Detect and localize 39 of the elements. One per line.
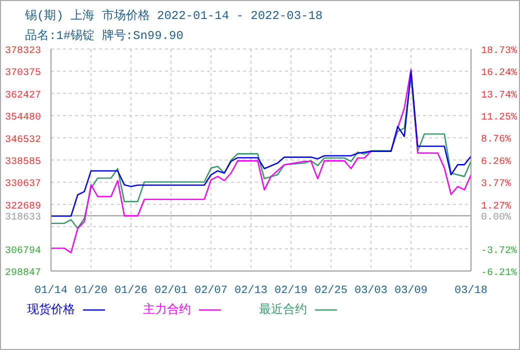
y2-tick-label: 1.27% <box>481 201 512 212</box>
y2-tick-label: 18.73% <box>481 46 518 57</box>
y-tick-label: 306794 <box>4 246 41 257</box>
x-tick-label: 03/18 <box>454 285 488 297</box>
line-series <box>51 68 471 254</box>
x-tick-label: 03/09 <box>394 285 428 297</box>
y2-tick-label: 3.77% <box>481 179 512 190</box>
y2-tick-label: 13.74% <box>481 90 518 102</box>
x-tick-label: 02/01 <box>154 285 188 297</box>
y2-tick-label: 6.26% <box>481 157 512 168</box>
x-tick-label: 01/26 <box>114 285 148 297</box>
x-tick-label: 02/19 <box>274 285 308 297</box>
x-tick-label: 02/13 <box>234 285 268 297</box>
y2-tick-label: -3.72% <box>481 246 518 257</box>
y-tick-label: 298847 <box>4 268 41 279</box>
y-tick-label: 362427 <box>4 90 41 102</box>
y2-tick-label: 8.76% <box>481 134 512 146</box>
y-tick-label: 370375 <box>4 68 41 80</box>
y-tick-label: 346532 <box>4 134 41 146</box>
y-tick-label: 338585 <box>4 157 41 168</box>
y-tick-label: 330637 <box>4 179 41 190</box>
x-tick-label: 02/07 <box>194 285 228 297</box>
y2-tick-label: 0.00% <box>481 212 512 224</box>
y2-tick-label: 11.25% <box>481 112 518 124</box>
legend-label: 主力合约 <box>143 301 191 318</box>
legend-label: 现货价格 <box>27 301 75 318</box>
y-tick-label: 354480 <box>4 112 41 124</box>
y2-tick-label: -6.21% <box>481 268 518 279</box>
chart-title: 锡(期) 上海 市场价格 2022-01-14 - 2022-03-18 <box>25 8 323 24</box>
legend-label: 最近合约 <box>259 301 307 318</box>
chart-subtitle: 品名:1#锡锭 牌号:Sn99.90 <box>25 28 184 44</box>
x-tick-label: 02/25 <box>314 285 348 297</box>
y2-tick-label: 16.24% <box>481 68 518 80</box>
y-tick-label: 322689 <box>4 201 41 212</box>
x-tick-label: 01/14 <box>34 285 68 297</box>
x-tick-label: 03/03 <box>354 285 388 297</box>
y-tick-label: 318633 <box>4 212 41 224</box>
y-tick-label: 378323 <box>4 46 41 57</box>
x-tick-label: 01/20 <box>74 285 108 297</box>
